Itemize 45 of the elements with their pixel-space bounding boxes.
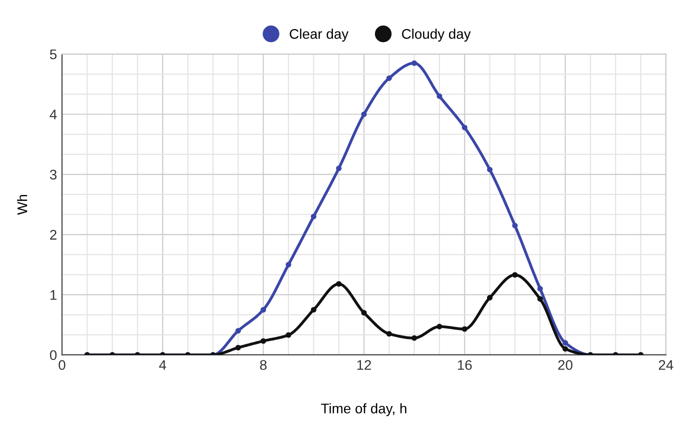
y-tick-label: 4	[50, 110, 57, 120]
y-tick-label: 3	[50, 170, 57, 180]
point	[537, 286, 543, 292]
point	[235, 328, 241, 334]
point	[462, 124, 468, 130]
point	[386, 75, 392, 81]
point	[286, 262, 292, 268]
point	[462, 326, 468, 332]
y-axis-title: Wh	[17, 194, 28, 215]
point	[260, 306, 266, 313]
point	[361, 111, 367, 118]
x-tick-label: 8	[260, 360, 267, 370]
point	[361, 310, 367, 316]
y-tick-label: 5	[50, 50, 57, 60]
point	[260, 338, 266, 344]
point	[310, 214, 316, 220]
x-tick-label: 20	[558, 360, 572, 370]
point	[310, 306, 316, 313]
x-tick-label: 0	[58, 360, 66, 370]
point	[486, 166, 493, 172]
point	[436, 324, 442, 330]
point	[336, 281, 342, 287]
legend-label: Cloudy day	[402, 28, 471, 42]
point	[386, 331, 392, 337]
y-tick-label: 1	[50, 290, 56, 300]
x-tick-label: 24	[658, 360, 674, 370]
point	[412, 335, 418, 341]
point	[537, 296, 543, 302]
y-tick-label: 2	[50, 230, 56, 240]
point	[512, 272, 518, 278]
legend-label: Clear day	[290, 28, 348, 42]
point	[412, 60, 418, 66]
y-tick-label: 0	[50, 350, 57, 360]
point	[562, 340, 568, 346]
point	[512, 222, 518, 228]
x-axis-title: Time of day, h	[321, 403, 406, 416]
point	[562, 346, 568, 352]
x-tick-label: 16	[458, 360, 472, 370]
point	[235, 344, 241, 350]
x-tick-label: 4	[159, 360, 166, 370]
point	[436, 93, 442, 99]
point	[286, 332, 292, 338]
point	[336, 166, 342, 172]
point	[486, 294, 493, 300]
x-tick-label: 12	[357, 360, 371, 370]
